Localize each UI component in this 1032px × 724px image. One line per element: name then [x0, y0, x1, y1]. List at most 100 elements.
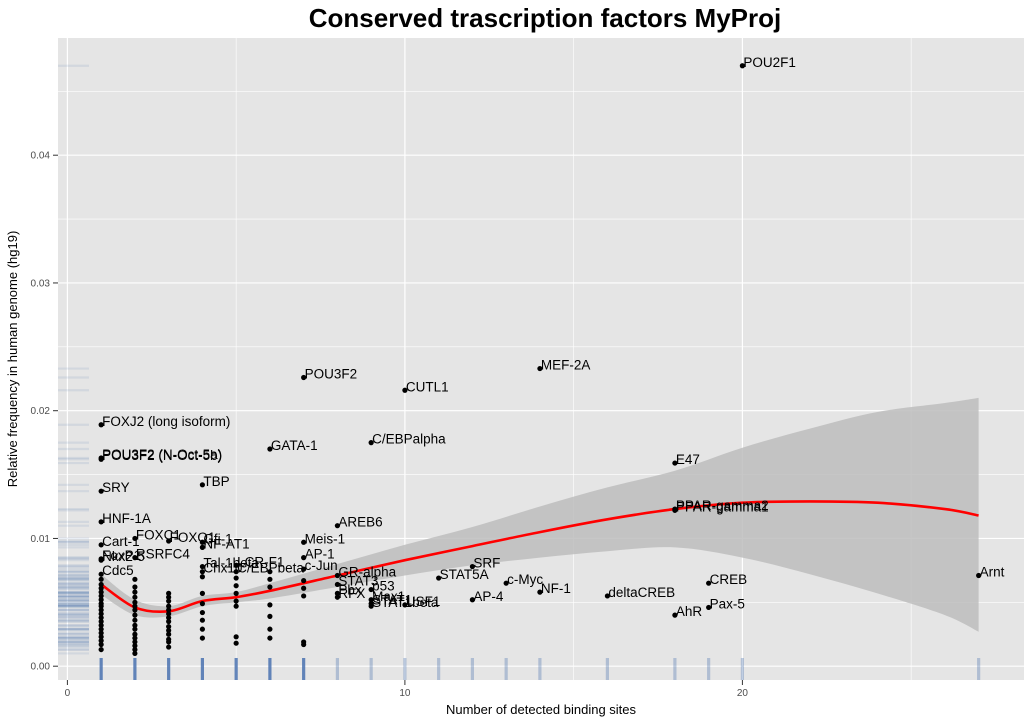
data-point: [98, 589, 104, 595]
data-point: [301, 593, 307, 599]
data-point: [132, 626, 138, 632]
data-point: [98, 634, 104, 640]
point-label: GR-alpha: [338, 564, 396, 579]
y-tick-label: 0.01: [31, 534, 51, 545]
data-point: [98, 622, 104, 628]
data-point: [166, 594, 172, 600]
data-point-labeled: [98, 556, 104, 562]
point-label: POU2F1: [743, 55, 796, 70]
chart-title: Conserved trascription factors MyProj: [309, 3, 781, 33]
data-point-labeled: [334, 590, 340, 596]
axes: 0.00 0.01 0.02 0.03 0.04 0 10 20: [31, 151, 749, 699]
data-point-labeled: [199, 482, 205, 488]
data-point: [132, 594, 138, 600]
point-label: LCR-F1: [237, 554, 284, 569]
data-point-labeled: [402, 602, 408, 608]
data-point: [166, 644, 172, 650]
y-tick-label: 0.02: [31, 406, 51, 417]
point-label: p53: [372, 579, 395, 594]
data-point-labeled: [301, 539, 307, 545]
data-point-labeled: [706, 580, 712, 586]
data-point: [132, 607, 138, 613]
data-point-labeled: [672, 460, 678, 466]
data-point-labeled: [976, 572, 982, 579]
point-label: TBP: [203, 474, 229, 489]
point-label: FOXJ2 (long isoform): [102, 414, 230, 429]
data-point: [301, 641, 307, 648]
point-label: AREB6: [338, 515, 382, 530]
data-point-labeled: [469, 597, 475, 603]
point-label: c-Myc: [507, 572, 543, 587]
data-point-labeled: [739, 63, 746, 69]
data-point: [166, 598, 172, 604]
data-point: [166, 603, 172, 609]
point-label: PPAR-gamma2: [676, 498, 769, 513]
data-point: [199, 635, 205, 641]
data-point: [301, 585, 307, 591]
y-tick-label: 0.04: [31, 151, 51, 162]
point-label: AP-1: [305, 547, 335, 562]
data-point-labeled: [98, 488, 104, 494]
data-point-labeled: [334, 523, 340, 529]
data-point-labeled: [199, 544, 205, 550]
data-point-labeled: [334, 581, 340, 588]
point-label: AhR: [676, 604, 703, 619]
point-label: GATA-1: [271, 438, 318, 453]
data-point: [166, 623, 172, 630]
data-point: [233, 590, 239, 596]
data-point-labeled: [233, 569, 239, 575]
point-label: CUTL1: [406, 379, 449, 394]
point-label: Nkx2-5: [102, 549, 145, 564]
point-label: Meis-1: [305, 531, 346, 546]
data-point: [98, 603, 104, 609]
data-point: [233, 583, 239, 589]
point-label: NF-AT1: [203, 536, 249, 551]
x-tick-label: 20: [737, 688, 749, 699]
point-label: STAT5A: [440, 567, 489, 582]
data-point-labeled: [267, 446, 273, 452]
data-point-labeled: [706, 604, 712, 611]
data-point: [199, 590, 205, 596]
data-point-labeled: [301, 555, 307, 561]
data-point-labeled: [233, 562, 239, 568]
data-point: [267, 602, 273, 608]
data-point: [233, 575, 239, 581]
data-point-labeled: [98, 456, 104, 462]
data-point: [132, 584, 138, 590]
data-point-labeled: [166, 538, 172, 544]
point-label: FOXC1: [136, 527, 181, 542]
point-label: STAT3: [338, 573, 378, 588]
data-point-labeled: [537, 589, 543, 595]
data-point-labeled: [98, 571, 104, 577]
point-label: C/EBPalpha: [372, 432, 446, 447]
point-label: SRY: [102, 480, 130, 495]
data-point: [98, 615, 104, 621]
data-point: [98, 641, 104, 648]
data-point: [98, 585, 104, 591]
data-point: [132, 639, 138, 645]
data-point: [98, 618, 104, 625]
point-label: Arnt: [980, 564, 1005, 579]
rug-marks: [58, 64, 981, 680]
data-point: [166, 639, 172, 645]
point-label: STAT1beta: [372, 595, 439, 610]
data-point: [166, 607, 172, 613]
data-point: [166, 631, 172, 637]
data-point: [132, 622, 138, 628]
point-label: AP-4: [473, 589, 504, 604]
data-point: [98, 593, 104, 599]
data-point-labeled: [334, 572, 340, 579]
data-point-labeled: [368, 603, 374, 609]
point-label: Pax-5: [710, 596, 745, 611]
data-point: [301, 578, 307, 584]
data-point: [98, 576, 104, 582]
data-point: [132, 576, 138, 582]
data-point-labeled: [672, 612, 678, 618]
data-point: [132, 631, 138, 637]
data-point-labeled: [132, 555, 138, 561]
data-point: [132, 589, 138, 595]
x-tick-label: 0: [65, 688, 71, 699]
data-point-labeled: [402, 387, 408, 393]
data-point-labeled: [503, 580, 509, 586]
